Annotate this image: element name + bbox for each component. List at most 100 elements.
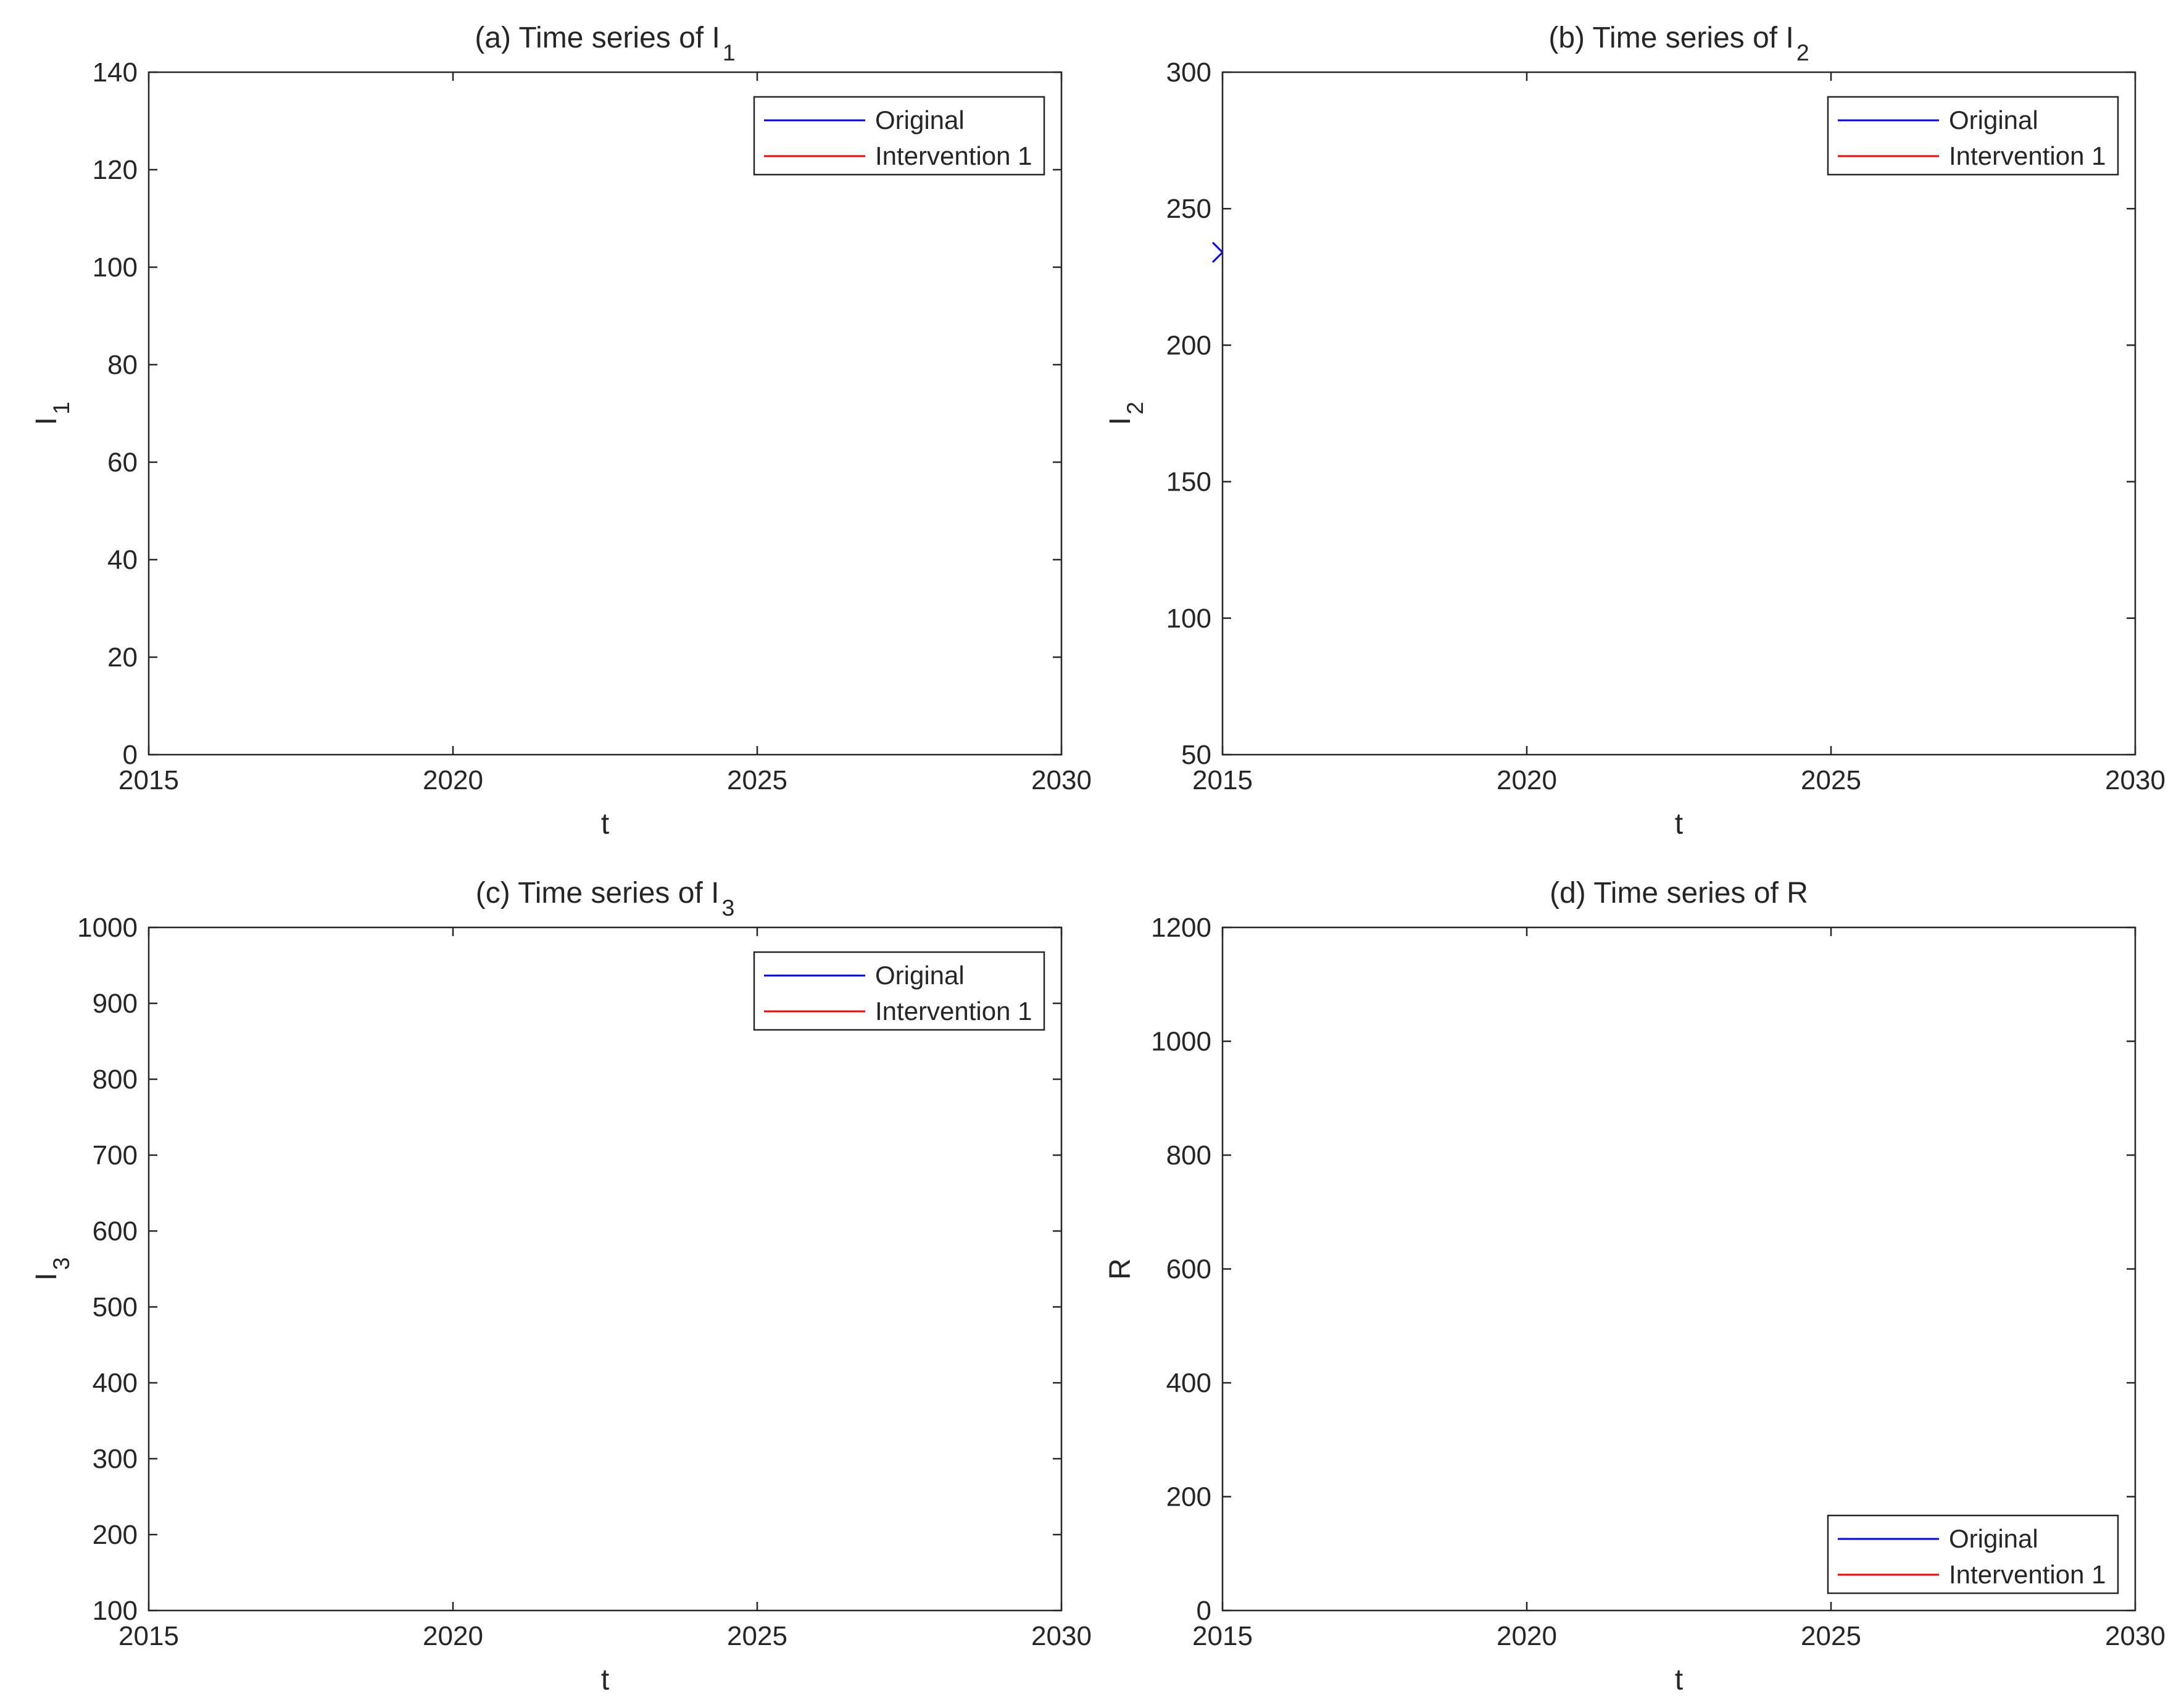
x-tick-label: 2030 — [1031, 765, 1092, 795]
x-tick-label: 2020 — [1497, 765, 1557, 795]
y-tick-label: 150 — [1166, 467, 1211, 497]
y-tick-label: 100 — [93, 1596, 138, 1626]
y-axis-label-text: I — [30, 417, 63, 425]
y-tick-label: 1000 — [77, 913, 138, 943]
y-tick-label: 100 — [93, 252, 138, 283]
y-tick-label: 400 — [93, 1368, 138, 1398]
x-axis-label: t — [601, 1664, 609, 1696]
y-axis-label-group: I3 — [30, 1257, 74, 1280]
y-tick-label: 120 — [93, 155, 138, 185]
panel-a: 2015 2020 2025 2030 0 20 40 60 80 100 120 140 (a) Ti… — [30, 22, 1092, 840]
y-tick-label: 20 — [107, 642, 138, 673]
legend-label: Original — [875, 106, 965, 135]
y-tick-label: 800 — [93, 1064, 138, 1095]
x-tick-label: 2025 — [727, 1621, 787, 1651]
panel-title-text: (c) Time series of I — [476, 877, 720, 910]
x-tick-label: 2015 — [1192, 765, 1253, 795]
y-tick-label: 1200 — [1151, 913, 1211, 943]
x-tick-label: 2015 — [1192, 1621, 1253, 1651]
x-tick-label: 2025 — [1801, 765, 1861, 795]
panel-d: 2015 2020 2025 2030 0 200 400 600 800 1000 1200 (d)… — [1104, 877, 2165, 1696]
legend-label: Intervention 1 — [1949, 141, 2106, 170]
y-tick-label: 300 — [93, 1444, 138, 1474]
y-axis-label-text: I — [1104, 417, 1137, 425]
y-axis-label-group: I2 — [1104, 402, 1148, 425]
y-axis-label: I1 — [30, 402, 74, 425]
x-axis-label: t — [1675, 1664, 1683, 1696]
panel-title-text: (a) Time series of I — [475, 22, 720, 54]
axes-box — [147, 926, 1063, 1612]
legend: Original Intervention 1 — [1827, 96, 2119, 176]
legend-label: Original — [1949, 1524, 2038, 1553]
y-axis-label: R — [1104, 1258, 1137, 1280]
y-tick-label: 800 — [1166, 1140, 1211, 1171]
x-tick-label: 2015 — [118, 765, 179, 795]
y-tick-label: 600 — [93, 1216, 138, 1246]
y-tick-label: 300 — [1166, 57, 1211, 88]
x-tick-label: 2025 — [1801, 1621, 1861, 1651]
legend: Original Intervention 1 — [1827, 1514, 2119, 1594]
y-axis-label-text: R — [1104, 1258, 1137, 1280]
y-tick-label: 0 — [1197, 1596, 1211, 1626]
panel-c: 2015 2020 2025 2030 100 200 300 400 500 600 700 800… — [30, 877, 1092, 1696]
y-tick-label: 400 — [1166, 1368, 1211, 1398]
y-axis-label-subscript: 3 — [48, 1257, 74, 1270]
y-tick-label: 60 — [107, 447, 138, 478]
x-tick-label: 2030 — [2105, 1621, 2165, 1651]
y-axis-label: I2 — [1104, 402, 1148, 425]
y-axis-label-subscript: 2 — [1122, 402, 1148, 415]
y-tick-label: 140 — [93, 57, 138, 88]
x-tick-label: 2030 — [2105, 765, 2165, 795]
x-tick-label: 2020 — [423, 765, 483, 795]
y-tick-label: 250 — [1166, 194, 1211, 224]
x-tick-label: 2030 — [1031, 1621, 1092, 1651]
y-axis-label-group: I1 — [30, 402, 74, 425]
y-axis-label-group: R — [1104, 1258, 1137, 1280]
x-tick-label: 2020 — [1497, 1621, 1557, 1651]
axes-box — [1221, 71, 2136, 756]
y-tick-label: 200 — [93, 1520, 138, 1550]
y-tick-label: 80 — [107, 350, 138, 380]
legend-label: Original — [1949, 106, 2038, 135]
y-tick-label: 200 — [1166, 1482, 1211, 1512]
panel-title-text: (d) Time series of R — [1550, 877, 1808, 910]
x-axis-label: t — [601, 808, 609, 840]
legend-box — [753, 96, 1045, 176]
y-axis-label: I3 — [30, 1257, 74, 1280]
y-tick-label: 50 — [1181, 740, 1211, 770]
y-tick-label: 900 — [93, 989, 138, 1019]
panel-title: (d) Time series of R — [1550, 877, 1808, 910]
y-tick-label: 200 — [1166, 330, 1211, 360]
y-tick-label: 500 — [93, 1292, 138, 1322]
axes-box — [1221, 926, 2136, 1612]
panel-title-subscript: 3 — [721, 895, 734, 921]
legend-label: Intervention 1 — [875, 141, 1032, 170]
panel-title-subscript: 2 — [1796, 39, 1809, 65]
y-axis-label-subscript: 1 — [48, 402, 74, 415]
legend-box — [1827, 96, 2119, 176]
y-tick-label: 700 — [93, 1140, 138, 1171]
axes-box — [147, 71, 1063, 756]
legend-label: Original — [875, 961, 965, 990]
x-axis-label: t — [1675, 808, 1683, 840]
y-tick-label: 40 — [107, 545, 138, 575]
legend-box — [753, 951, 1045, 1031]
legend-label: Intervention 1 — [875, 997, 1032, 1026]
legend-label: Intervention 1 — [1949, 1560, 2106, 1589]
y-tick-label: 0 — [123, 740, 138, 770]
y-tick-label: 1000 — [1151, 1027, 1211, 1057]
panel-b: 2015 2020 2025 2030 50 100 150 200 250 300 (b) Tim… — [1104, 22, 2165, 840]
legend: Original Intervention 1 — [753, 96, 1045, 176]
x-tick-label: 2025 — [727, 765, 787, 795]
y-axis-label-text: I — [30, 1272, 63, 1280]
panel-title-text: (b) Time series of I — [1548, 22, 1793, 54]
y-tick-label: 100 — [1166, 603, 1211, 634]
panel-title-subscript: 1 — [723, 39, 736, 65]
legend-box — [1827, 1514, 2119, 1594]
legend: Original Intervention 1 — [753, 951, 1045, 1031]
x-tick-label: 2015 — [118, 1621, 179, 1651]
